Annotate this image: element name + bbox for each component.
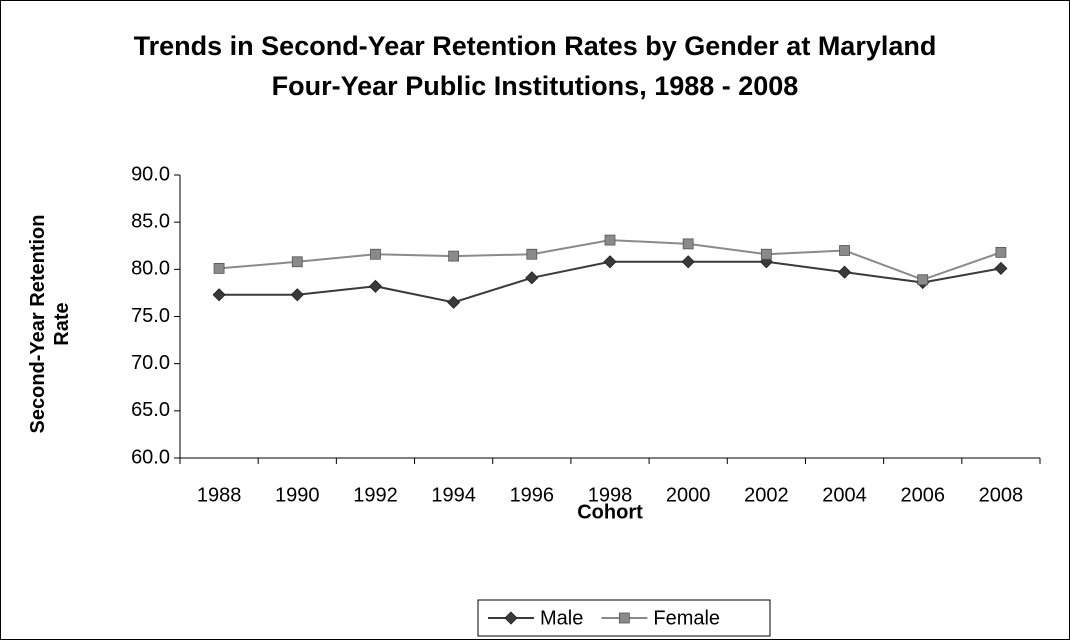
- point: [526, 248, 538, 260]
- point: [212, 288, 226, 302]
- x-tick-label: 2006: [900, 484, 945, 506]
- x-tick-label: 1994: [431, 484, 476, 506]
- y-axis-label: Second-Year Retention Rate: [27, 214, 73, 434]
- point: [682, 238, 694, 250]
- y-tick-label: 70.0: [131, 352, 170, 374]
- point: [291, 256, 303, 268]
- x-tick-label: 2008: [979, 484, 1024, 506]
- legend-label: Male: [540, 607, 583, 629]
- point: [370, 248, 381, 260]
- x-tick-label: 1996: [510, 484, 555, 506]
- y-tick-label: 80.0: [131, 258, 170, 280]
- legend-label: Female: [653, 607, 720, 629]
- x-tick-label: 2000: [666, 484, 711, 506]
- x-tick-label: 1990: [275, 484, 320, 506]
- point: [604, 234, 616, 246]
- point: [681, 255, 695, 269]
- point: [290, 288, 304, 302]
- y-tick-label: 85.0: [131, 210, 170, 232]
- legend-marker: [504, 611, 518, 625]
- x-tick-label: 1998: [588, 484, 633, 506]
- point: [447, 295, 461, 309]
- x-tick-label: 2004: [822, 484, 867, 506]
- x-tick-label: 1992: [353, 484, 398, 506]
- y-tick-label: 65.0: [131, 399, 170, 421]
- point: [760, 248, 772, 260]
- point: [917, 274, 929, 286]
- point: [525, 271, 539, 285]
- legend-marker: [618, 612, 630, 624]
- point: [603, 255, 617, 269]
- chart-title: Trends in Second-Year Retention Rates by…: [133, 31, 937, 101]
- point: [837, 265, 852, 279]
- point: [213, 262, 225, 274]
- y-tick-label: 60.0: [131, 446, 170, 468]
- x-tick-label: 1988: [197, 484, 242, 506]
- x-tick-label: 2002: [744, 484, 789, 506]
- point: [839, 245, 850, 256]
- point: [994, 261, 1008, 275]
- point: [448, 250, 460, 262]
- x-axis-label: Cohort: [577, 501, 643, 523]
- y-tick-label: 75.0: [131, 305, 170, 327]
- y-tick-label: 90.0: [131, 163, 170, 185]
- point: [368, 279, 383, 293]
- point: [995, 246, 1007, 258]
